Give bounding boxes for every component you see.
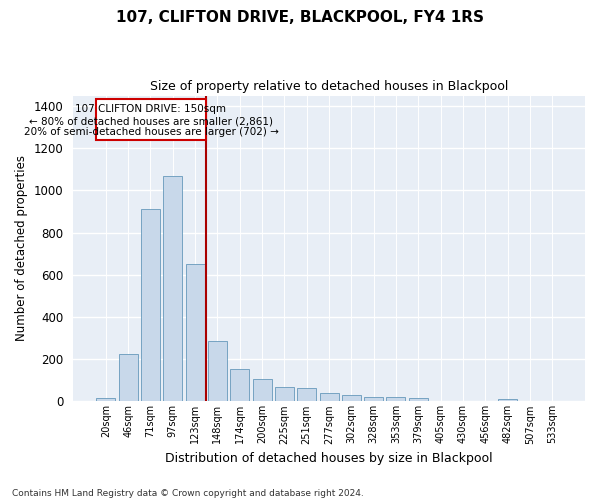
Text: Contains HM Land Registry data © Crown copyright and database right 2024.: Contains HM Land Registry data © Crown c…	[12, 488, 364, 498]
Text: 107, CLIFTON DRIVE, BLACKPOOL, FY4 1RS: 107, CLIFTON DRIVE, BLACKPOOL, FY4 1RS	[116, 10, 484, 25]
Y-axis label: Number of detached properties: Number of detached properties	[15, 156, 28, 342]
Text: ← 80% of detached houses are smaller (2,861): ← 80% of detached houses are smaller (2,…	[29, 116, 273, 126]
Bar	[208, 342, 227, 402]
Bar	[141, 210, 160, 402]
Bar	[409, 398, 428, 402]
Bar	[364, 397, 383, 402]
Bar	[253, 379, 272, 402]
Bar	[342, 396, 361, 402]
Bar	[230, 368, 249, 402]
Bar	[185, 264, 205, 402]
Bar	[275, 386, 294, 402]
Bar	[96, 98, 206, 140]
Bar	[297, 388, 316, 402]
X-axis label: Distribution of detached houses by size in Blackpool: Distribution of detached houses by size …	[165, 452, 493, 465]
Bar	[320, 394, 338, 402]
Text: 20% of semi-detached houses are larger (702) →: 20% of semi-detached houses are larger (…	[23, 128, 278, 138]
Bar	[163, 176, 182, 402]
Title: Size of property relative to detached houses in Blackpool: Size of property relative to detached ho…	[150, 80, 508, 93]
Bar	[96, 398, 115, 402]
Bar	[386, 397, 406, 402]
Text: 107 CLIFTON DRIVE: 150sqm: 107 CLIFTON DRIVE: 150sqm	[76, 104, 226, 114]
Bar	[119, 354, 137, 402]
Bar	[498, 400, 517, 402]
